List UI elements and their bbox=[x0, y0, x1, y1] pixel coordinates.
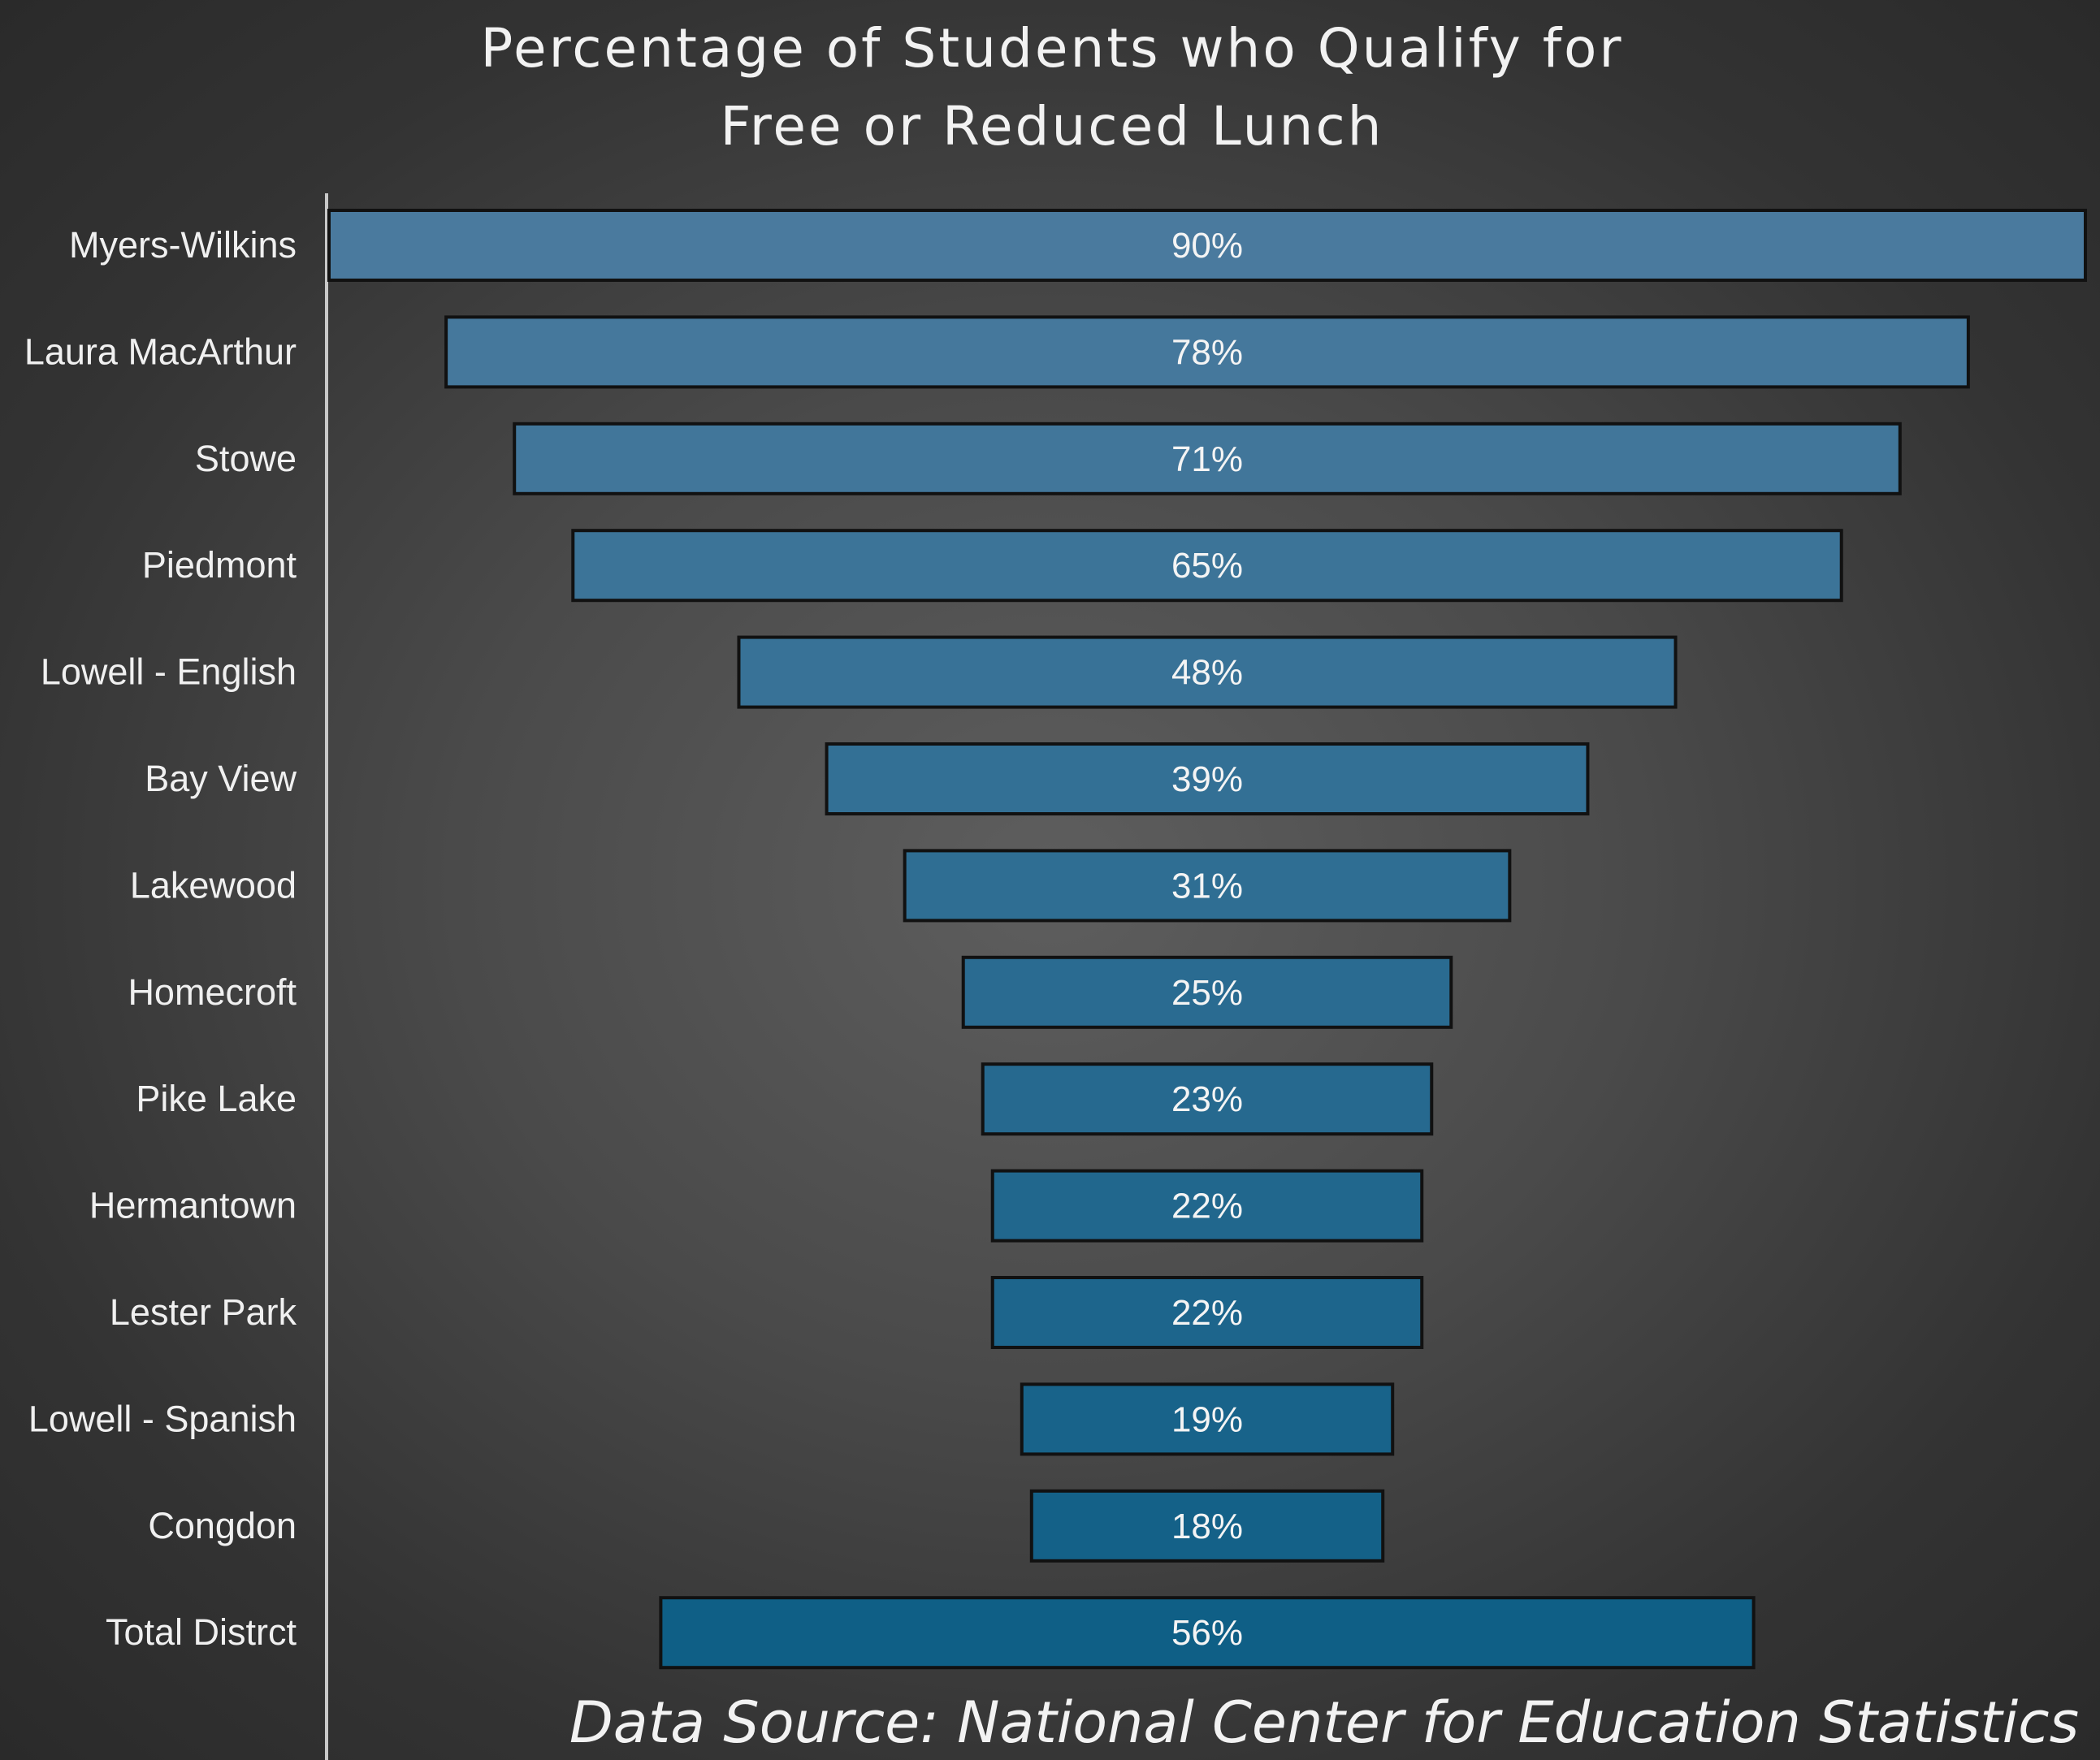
value-label: 48% bbox=[1171, 653, 1243, 693]
bar-lowell-spanish bbox=[1020, 1382, 1395, 1456]
category-label: Hermantown bbox=[89, 1185, 297, 1226]
value-label: 22% bbox=[1171, 1187, 1243, 1226]
bar-bay-view bbox=[825, 742, 1590, 815]
bar-laura-macarthur bbox=[444, 315, 1970, 389]
bar-piedmont bbox=[571, 529, 1843, 603]
category-label: Total Distrct bbox=[106, 1611, 297, 1653]
bar-homecroft bbox=[961, 955, 1453, 1029]
category-label: Congdon bbox=[148, 1505, 297, 1546]
value-label: 31% bbox=[1171, 866, 1243, 906]
value-label: 71% bbox=[1171, 439, 1243, 479]
bar-total-distrct bbox=[659, 1596, 1756, 1670]
value-label: 39% bbox=[1171, 759, 1243, 799]
bar-congdon bbox=[1029, 1489, 1385, 1563]
value-label: 65% bbox=[1171, 546, 1243, 586]
value-label: 22% bbox=[1171, 1293, 1243, 1333]
category-label: Pike Lake bbox=[136, 1078, 297, 1119]
category-label: Lakewood bbox=[130, 864, 297, 906]
chart-title-line-1: Percentage of Students who Qualify for bbox=[481, 17, 1624, 80]
bar-lowell-english bbox=[737, 635, 1678, 709]
chart-title-line-2: Free or Reduced Lunch bbox=[721, 95, 1384, 158]
category-label: Bay View bbox=[145, 758, 297, 799]
data-source-note: Data Source: National Center for Educati… bbox=[569, 1689, 2079, 1756]
value-label: 18% bbox=[1171, 1507, 1243, 1546]
bar-stowe bbox=[513, 422, 1902, 495]
category-label: Homecroft bbox=[128, 971, 297, 1013]
bar-lester-park bbox=[990, 1276, 1424, 1349]
bar-pike-lake bbox=[981, 1062, 1434, 1136]
category-label: Myers-Wilkins bbox=[69, 224, 297, 266]
category-label: Lowell - English bbox=[41, 651, 297, 693]
bar-myers-wilkins bbox=[327, 209, 2087, 282]
value-label: 23% bbox=[1171, 1079, 1243, 1119]
value-label: 90% bbox=[1171, 226, 1243, 266]
value-label: 19% bbox=[1171, 1399, 1243, 1439]
bar-lakewood bbox=[903, 849, 1512, 923]
category-label: Laura MacArthur bbox=[24, 331, 297, 372]
value-label: 78% bbox=[1171, 332, 1243, 372]
value-label: 25% bbox=[1171, 973, 1243, 1013]
category-label: Stowe bbox=[195, 438, 297, 479]
bar-hermantown bbox=[990, 1169, 1424, 1243]
category-label: Lester Park bbox=[110, 1291, 297, 1333]
category-label: Lowell - Spanish bbox=[28, 1398, 297, 1439]
value-label: 56% bbox=[1171, 1613, 1243, 1653]
bars-group: 90% Myers-Wilkins 78% Laura MacArthur 71% Sto… bbox=[24, 209, 2087, 1670]
category-label: Piedmont bbox=[142, 544, 297, 586]
